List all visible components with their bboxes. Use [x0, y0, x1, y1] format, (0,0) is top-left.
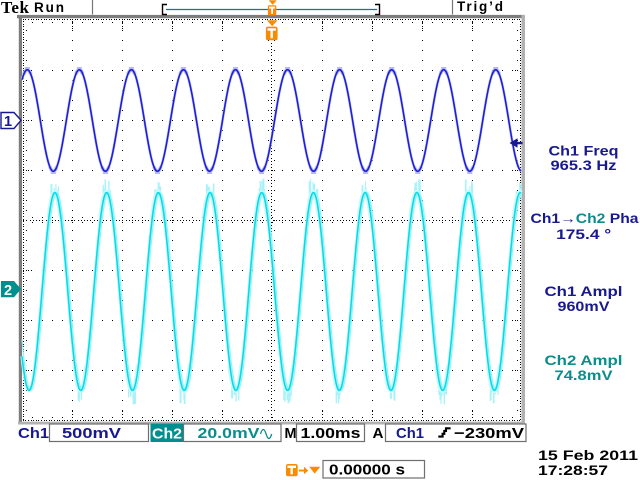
- svg-text:Trig’d: Trig’d: [457, 0, 503, 14]
- svg-text:960mV: 960mV: [558, 299, 610, 314]
- svg-text:1.00ms: 1.00ms: [301, 425, 361, 442]
- svg-text:Ch1 Ampl: Ch1 Ampl: [545, 284, 623, 299]
- svg-text:Run: Run: [34, 0, 64, 15]
- svg-text:Ch1→Ch2 Pha: Ch1 → Ch2 Pha: [531, 211, 640, 226]
- svg-text:500mV: 500mV: [62, 425, 121, 442]
- svg-text:175.4 °: 175.4 °: [556, 227, 611, 242]
- svg-text:A: A: [373, 425, 384, 442]
- svg-text:965.3 Hz: 965.3 Hz: [551, 158, 617, 173]
- svg-text:Tek: Tek: [1, 0, 30, 17]
- svg-text:1: 1: [4, 114, 12, 130]
- svg-text:2: 2: [4, 283, 12, 299]
- svg-text:15 Feb 2011: 15 Feb 2011: [538, 448, 639, 463]
- svg-text:Ch2: Ch2: [152, 425, 182, 442]
- svg-text:M: M: [285, 425, 297, 442]
- svg-text:Ch1: Ch1: [18, 425, 49, 442]
- svg-text:Ch1: Ch1: [396, 425, 424, 442]
- svg-text:20.0mV: 20.0mV: [198, 425, 260, 442]
- svg-text:74.8mV: 74.8mV: [555, 368, 613, 383]
- svg-text:Ch1 Freq: Ch1 Freq: [549, 143, 619, 158]
- svg-text:Ch2 Ampl: Ch2 Ampl: [545, 353, 623, 368]
- svg-text:17:28:57: 17:28:57: [538, 463, 608, 478]
- svg-text:−230mV: −230mV: [454, 425, 524, 442]
- svg-text:0.00000 s: 0.00000 s: [329, 462, 405, 479]
